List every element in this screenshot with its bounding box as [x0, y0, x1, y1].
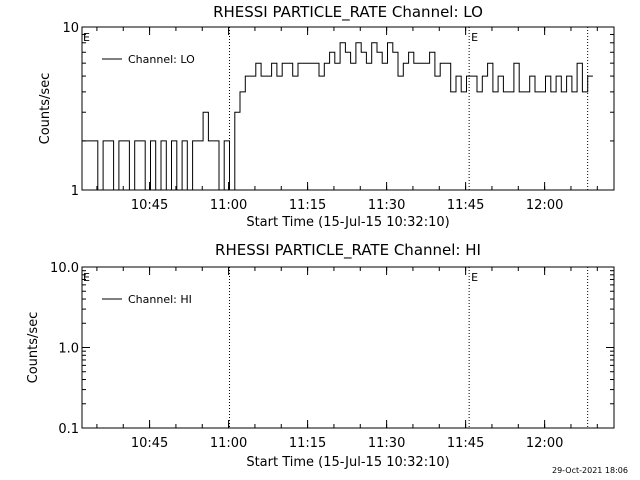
- x-tick-label: 10:45: [131, 436, 168, 451]
- chart-title: RHESSI PARTICLE_RATE Channel: LO: [213, 3, 483, 22]
- chart-panel-2: RHESSI PARTICLE_RATE Channel: HI 10:45 11:…: [26, 241, 615, 470]
- y-tick-label: 10: [62, 21, 79, 36]
- x-tick-label: 11:15: [289, 198, 326, 213]
- event-marker-label: E: [471, 31, 478, 44]
- y-tick-label: 1.0: [58, 342, 79, 357]
- x-tick-label: 11:00: [210, 198, 247, 213]
- y-tick-label: 10.0: [50, 261, 79, 276]
- x-tick-label: 11:15: [289, 436, 326, 451]
- timestamp-stamp: 29-Oct-2021 18:06: [552, 466, 628, 475]
- y-tick-label: 1: [71, 184, 79, 199]
- x-axis-label: Start Time (15-Jul-15 10:32:10): [246, 215, 449, 230]
- edge-event-label: E: [83, 271, 90, 284]
- x-tick-label: 11:30: [368, 198, 405, 213]
- x-tick-label: 12:00: [526, 436, 563, 451]
- plot-frame: [81, 266, 615, 429]
- y-axis-label: Counts/sec: [38, 73, 53, 145]
- legend-label: Channel: HI: [128, 293, 192, 306]
- x-tick-label: 11:00: [210, 436, 247, 451]
- x-tick-label: 11:45: [447, 198, 484, 213]
- chart-title: RHESSI PARTICLE_RATE Channel: HI: [215, 241, 481, 260]
- x-axis-label: Start Time (15-Jul-15 10:32:10): [246, 455, 449, 470]
- x-tick-label: 11:30: [368, 436, 405, 451]
- x-tick-label: 12:00: [526, 198, 563, 213]
- series-line: [82, 42, 593, 191]
- chart-panel-1: RHESSI PARTICLE_RATE Channel: LO 10:45 11:…: [38, 3, 615, 230]
- plot-frame: [81, 26, 615, 191]
- event-marker-label: E: [471, 271, 478, 284]
- y-axis-label: Counts/sec: [26, 312, 41, 384]
- x-tick-label: 10:45: [131, 198, 168, 213]
- edge-event-label: E: [83, 31, 90, 44]
- y-tick-label: 0.1: [58, 422, 79, 437]
- legend-label: Channel: LO: [128, 53, 195, 66]
- x-tick-label: 11:45: [447, 436, 484, 451]
